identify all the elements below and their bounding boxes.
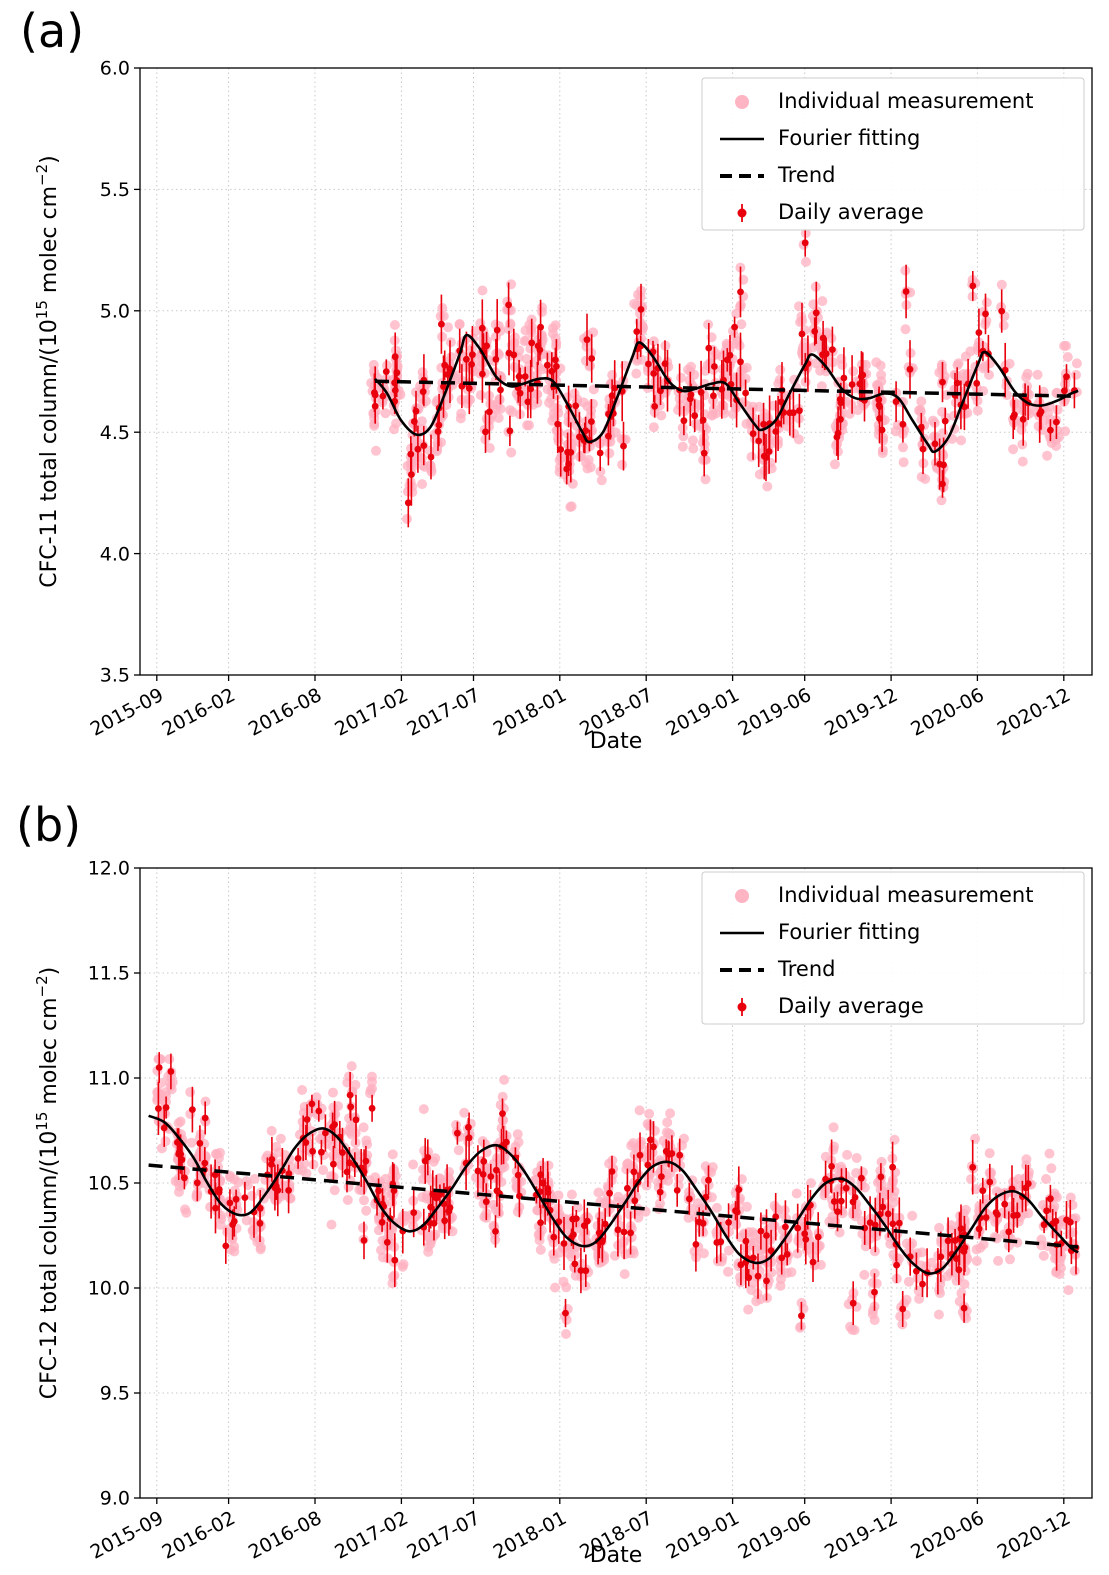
legend: Individual measurement Fourier fitting Tre… — [701, 871, 1085, 1025]
legend-label: Trend — [777, 957, 835, 981]
y-tick-label: 4.5 — [100, 422, 130, 444]
x-tick-label: 2018-01 — [490, 684, 570, 741]
y-tick-label: 6.0 — [100, 58, 130, 80]
x-tick-label: 2019-12 — [821, 1507, 901, 1564]
trend-line — [374, 379, 1079, 399]
legend-label: Individual measurement — [778, 883, 1033, 907]
legend-daily-marker-icon — [737, 1002, 747, 1012]
y-tick-label: 10.0 — [88, 1278, 130, 1300]
legend-label: Daily average — [778, 994, 924, 1018]
x-tick-label: 2017-07 — [403, 1507, 483, 1564]
y-tick-label: 10.5 — [88, 1173, 130, 1195]
y-axis-label: CFC-11 total column/(1015 molec cm−2) — [33, 155, 62, 588]
x-tick-label: 2017-07 — [403, 684, 483, 741]
x-tick-label: 2017-02 — [331, 1507, 411, 1564]
legend-label: Fourier fitting — [778, 920, 920, 944]
y-tick-label: 5.5 — [100, 179, 130, 201]
x-tick-label: 2019-06 — [735, 684, 815, 741]
y-tick-label: 9.0 — [100, 1488, 130, 1510]
cfc12-chart: 9.0 9.5 10.0 10.5 11.0 11.5 12.0 2015-092016-02… — [33, 858, 1093, 1568]
legend: Individual measurement Fourier fitting Tre… — [701, 77, 1085, 231]
x-tick-label: 2018-01 — [490, 1507, 570, 1564]
legend-label: Fourier fitting — [778, 126, 920, 150]
x-tick-label: 2016-02 — [159, 1507, 239, 1564]
legend-label: Daily average — [778, 200, 924, 224]
y-tick-label: 11.0 — [88, 1068, 130, 1090]
individual-measurements-series — [152, 1054, 1081, 1339]
y-axis-label: CFC-12 total column/(1015 molec cm−2) — [33, 967, 62, 1400]
x-tick-label: 2017-02 — [331, 684, 411, 741]
x-tick-label: 2016-02 — [159, 684, 239, 741]
x-tick-label: 2019-06 — [735, 1507, 815, 1564]
fourier-fit-line — [148, 1114, 1079, 1275]
x-tick-label: 2016-08 — [245, 1507, 325, 1564]
fourier-fit-line — [374, 333, 1079, 454]
x-tick-label: 2020-06 — [907, 684, 987, 741]
x-tick-label: 2019-01 — [663, 684, 743, 741]
legend-individual-marker-icon — [735, 889, 749, 903]
trend-line — [148, 1163, 1079, 1249]
legend-label: Trend — [777, 163, 835, 187]
panel-a-label: (a) — [20, 4, 85, 58]
panel-b-label: (b) — [16, 798, 82, 852]
legend-label: Individual measurement — [778, 89, 1033, 113]
y-tick-label: 3.5 — [100, 665, 130, 687]
x-tick-label: 2020-12 — [994, 684, 1074, 741]
y-tick-label: 9.5 — [100, 1383, 130, 1405]
x-tick-label: 2015-09 — [87, 1507, 167, 1564]
x-tick-label: 2020-06 — [907, 1507, 987, 1564]
x-tick-label: 2019-01 — [663, 1507, 743, 1564]
x-tick-label: 2019-12 — [821, 684, 901, 741]
y-tick-label: 12.0 — [88, 858, 130, 880]
y-tick-label: 5.0 — [100, 300, 130, 322]
x-axis-label: Date — [590, 729, 643, 754]
y-tick-label: 11.5 — [88, 963, 130, 985]
x-tick-label: 2016-08 — [245, 684, 325, 741]
legend-daily-marker-icon — [737, 208, 747, 218]
x-tick-label: 2015-09 — [87, 684, 167, 741]
x-axis-label: Date — [590, 1543, 643, 1568]
legend-individual-marker-icon — [735, 95, 749, 109]
y-tick-label: 4.0 — [100, 543, 130, 565]
x-tick-label: 2020-12 — [994, 1507, 1074, 1564]
